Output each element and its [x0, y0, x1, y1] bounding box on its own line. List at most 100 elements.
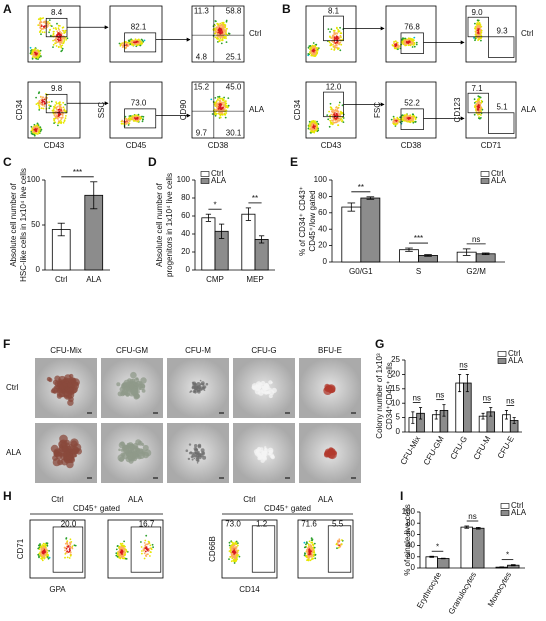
x-axis-label: CD14: [239, 585, 260, 594]
flow-event: [50, 25, 53, 27]
flow-event: [338, 104, 340, 106]
row-label: ALA: [521, 105, 537, 114]
gate-value: 7.1: [471, 84, 483, 93]
flow-event: [31, 58, 34, 60]
flow-event: [312, 551, 315, 554]
flow-event: [61, 116, 64, 119]
flow-event: [58, 103, 61, 106]
bar: [241, 213, 256, 271]
flow-event: [37, 24, 40, 26]
flow-event: [330, 108, 332, 111]
flow-event: [477, 104, 480, 106]
bar: [425, 556, 438, 569]
flow-event: [341, 104, 344, 107]
flow-event: [44, 544, 47, 547]
bar: [475, 253, 496, 263]
flow-event: [130, 118, 133, 121]
flow-event: [311, 123, 314, 125]
flow-event: [32, 48, 34, 51]
colony-cell: [271, 387, 277, 394]
flow-event: [332, 111, 335, 114]
flow-event: [68, 548, 71, 551]
flow-event: [226, 106, 229, 109]
flow-event: [65, 110, 67, 113]
flow-event: [336, 547, 338, 550]
flow-event: [43, 100, 46, 103]
colony-cell: [137, 386, 142, 391]
flow-event: [43, 31, 46, 34]
flow-event: [315, 122, 317, 124]
gate: [124, 32, 157, 53]
flow-event: [406, 118, 408, 121]
flow-event: [309, 544, 312, 546]
flow-event: [35, 57, 38, 60]
flow-event: [139, 117, 142, 119]
flow-event: [45, 546, 47, 549]
flow-event: [62, 29, 65, 32]
gate-value: 52.2: [404, 98, 420, 107]
flow-event: [133, 43, 136, 45]
flow-event: [121, 553, 124, 555]
flow-event: [137, 38, 140, 41]
flow-event: [40, 96, 42, 98]
colony-cell: [191, 381, 195, 384]
flow-event: [329, 31, 331, 33]
flow-event: [218, 30, 221, 33]
colony-cell: [199, 386, 205, 391]
bar: [254, 238, 269, 271]
flow-event: [313, 46, 316, 49]
y-tick-label: 5: [396, 413, 401, 422]
flow-event: [308, 550, 310, 553]
flow-event: [214, 29, 217, 31]
y-tick-label: 0: [396, 427, 401, 436]
gate-value: 12.0: [326, 83, 342, 92]
legend-swatch: [480, 171, 490, 177]
flow-event: [30, 125, 33, 128]
flow-event: [115, 548, 118, 551]
flow-event: [231, 551, 234, 554]
flow-event: [38, 107, 41, 110]
flow-event: [63, 547, 66, 549]
flow-event: [473, 113, 476, 116]
flow-event: [50, 100, 53, 103]
y-axis-label: SSC: [97, 102, 106, 119]
flow-event: [116, 555, 119, 558]
flow-event: [48, 104, 50, 106]
y-tick-label: 60: [181, 211, 190, 220]
row-label: Ctrl: [521, 29, 534, 38]
colony-cell: [54, 380, 62, 388]
flow-event: [33, 128, 36, 131]
flow-event: [59, 30, 61, 33]
flow-event: [335, 32, 338, 34]
flow-event: [61, 49, 63, 52]
flow-event: [213, 32, 216, 35]
flow-event: [335, 110, 338, 112]
colony-cell: [197, 390, 201, 394]
flow-event: [66, 37, 69, 40]
legend-swatch: [200, 171, 210, 177]
flow-event: [53, 117, 56, 120]
flow-event: [32, 56, 34, 59]
flow-event: [40, 553, 42, 555]
panel-label: H: [3, 489, 12, 503]
bar: [201, 217, 216, 271]
flow-event: [231, 552, 234, 555]
flow-event: [210, 98, 213, 101]
flow-event: [132, 120, 135, 122]
flow-event: [66, 540, 69, 542]
flow-event: [480, 101, 483, 103]
flow-event: [56, 108, 58, 111]
y-axis-label: % of CD34⁺ CD43⁺: [298, 186, 307, 256]
flow-event: [225, 41, 228, 43]
flow-event: [316, 50, 318, 52]
colony-cell: [142, 444, 149, 451]
flow-event: [141, 120, 144, 123]
flow-event: [41, 554, 43, 557]
flow-event: [311, 46, 314, 49]
flow-event: [392, 115, 395, 118]
legend-label: Ctrl: [491, 169, 504, 178]
flow-event: [118, 547, 120, 549]
flow-event: [122, 549, 125, 551]
flow-event: [216, 27, 218, 30]
flow-event: [62, 106, 65, 109]
